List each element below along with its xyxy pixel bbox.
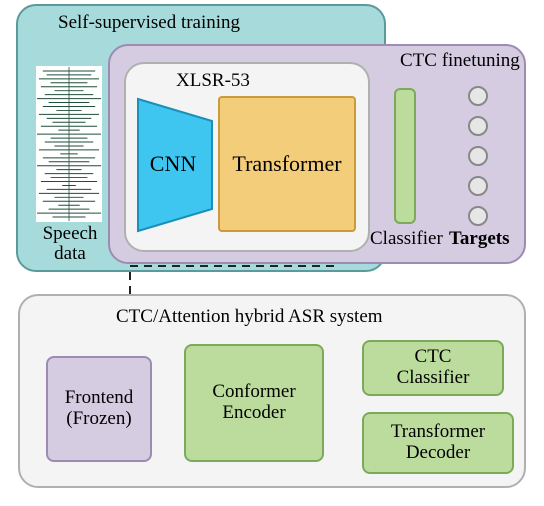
speech-data-waveform [36, 66, 102, 222]
hybrid-title: CTC/Attention hybrid ASR system [116, 306, 383, 328]
target-dot [468, 146, 488, 166]
ssl-title: Self-supervised training [58, 12, 240, 34]
targets-column [458, 86, 498, 236]
frontend-line1: Frontend [65, 387, 134, 408]
transformer-block: Transformer [218, 96, 356, 232]
classifier-label: Classifier [370, 228, 443, 250]
target-dot [468, 116, 488, 136]
transformer-label: Transformer [232, 151, 341, 177]
frontend-line2: (Frozen) [66, 408, 131, 429]
cnn-label: CNN [138, 151, 208, 177]
targets-label: Targets [449, 228, 510, 250]
frontend-block: Frontend (Frozen) [46, 356, 152, 462]
speech-data-label: Speech data [40, 224, 100, 264]
target-dot [468, 206, 488, 226]
xlsr-title: XLSR-53 [176, 70, 250, 92]
tdec-line1: Transformer [391, 421, 485, 442]
target-dot [468, 86, 488, 106]
speech-line1: Speech [43, 223, 98, 244]
cnn-block: CNN [138, 99, 212, 231]
ctc-cls-line1: CTC [415, 346, 452, 367]
transformer-decoder-block: Transformer Decoder [362, 412, 514, 474]
conformer-line2: Encoder [222, 402, 285, 423]
ctc-finetuning-title: CTC finetuning [400, 50, 520, 72]
tdec-line2: Decoder [406, 442, 470, 463]
ctc-cls-line2: Classifier [397, 367, 470, 388]
conformer-encoder-block: Conformer Encoder [184, 344, 324, 462]
speech-line2: data [54, 243, 86, 264]
conformer-line1: Conformer [212, 381, 295, 402]
classifier-block [394, 88, 416, 224]
target-dot [468, 176, 488, 196]
ctc-classifier-block: CTC Classifier [362, 340, 504, 396]
